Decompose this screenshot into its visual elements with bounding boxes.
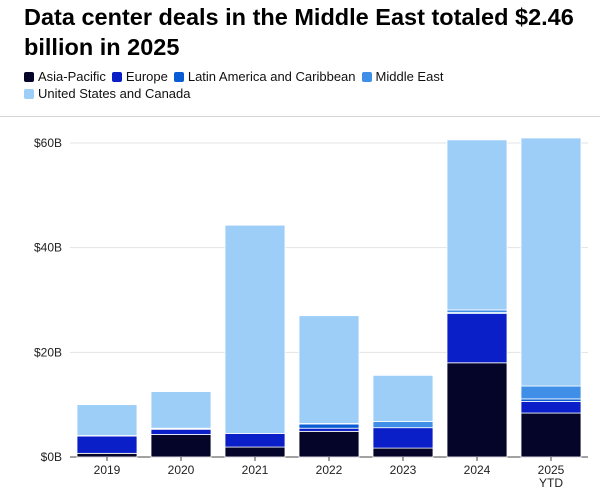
legend-item-europe: Europe xyxy=(111,69,168,85)
legend-swatch xyxy=(173,72,184,82)
bar-segment-europe-2024 xyxy=(446,313,508,364)
legend-swatch xyxy=(361,72,372,82)
legend-swatch xyxy=(24,89,34,99)
bar-segment-united-states-and-canada-2019 xyxy=(76,404,138,436)
x-tick-label: 2021 xyxy=(242,463,269,477)
bar-segment-europe-2022 xyxy=(298,427,360,432)
chart-title: Data center deals in the Middle East tot… xyxy=(24,4,574,60)
bar-segment-united-states-and-canada-2023 xyxy=(372,374,434,422)
x-tick-label: 2022 xyxy=(316,463,343,477)
legend-swatch xyxy=(24,72,34,82)
legend-item-united-states-and-canada: United States and Canada xyxy=(24,86,191,102)
legend: Asia-Pacific Europe Latin America and Cari… xyxy=(24,69,584,103)
legend-label: Latin America and Caribbean xyxy=(187,69,356,84)
bar-segment-united-states-and-canada-2024 xyxy=(446,139,508,311)
bar-segment-asia-pacific-2022 xyxy=(298,430,360,458)
bar-segment-united-states-and-canada-2020 xyxy=(150,391,212,429)
bar-segment-asia-pacific-2020 xyxy=(150,434,212,458)
x-tick-label: 2020 xyxy=(168,463,195,477)
bar-segment-united-states-and-canada-2025-ytd xyxy=(520,137,582,387)
bar-segment-europe-2019 xyxy=(76,435,138,454)
y-tick-label: $40B xyxy=(34,241,62,255)
bar-segment-europe-2023 xyxy=(372,427,434,449)
legend-item-latin-america-and-caribbean: Latin America and Caribbean xyxy=(173,69,356,85)
x-tick-label: 2023 xyxy=(390,463,417,477)
bar-segment-united-states-and-canada-2022 xyxy=(298,315,360,424)
bar-segment-europe-2020 xyxy=(150,428,212,435)
legend-label: Middle East xyxy=(375,69,444,84)
legend-label: Asia-Pacific xyxy=(38,69,106,84)
bar-segment-europe-2025-ytd xyxy=(520,401,582,414)
bar-segment-asia-pacific-2021 xyxy=(224,446,286,458)
bar-segment-asia-pacific-2024 xyxy=(446,362,508,458)
legend-label: Europe xyxy=(125,69,168,84)
y-tick-label: $20B xyxy=(34,345,62,359)
y-tick-label: $0B xyxy=(41,450,62,464)
bar-segment-europe-2021 xyxy=(224,433,286,448)
bar-segment-united-states-and-canada-2021 xyxy=(224,224,286,434)
bar-segment-latin-america-and-caribbean-2022 xyxy=(298,423,360,429)
x-tick-label: 2019 xyxy=(94,463,121,477)
legend-label: United States and Canada xyxy=(38,86,191,101)
x-tick-label: 2025 YTD xyxy=(538,463,565,490)
legend-item-middle-east: Middle East xyxy=(361,69,444,85)
x-tick-label: 2024 xyxy=(464,463,491,477)
y-tick-label: $60B xyxy=(34,136,62,150)
bar-segment-asia-pacific-2019 xyxy=(76,452,138,458)
legend-swatch xyxy=(111,72,122,82)
bar-segment-middle-east-2025-ytd xyxy=(520,385,582,400)
bar-segment-asia-pacific-2025-ytd xyxy=(520,412,582,458)
legend-item-asia-pacific: Asia-Pacific xyxy=(24,69,106,85)
bar-segment-asia-pacific-2023 xyxy=(372,447,434,458)
chart-top-rule xyxy=(0,116,600,117)
bar-segment-middle-east-2023 xyxy=(372,421,434,429)
